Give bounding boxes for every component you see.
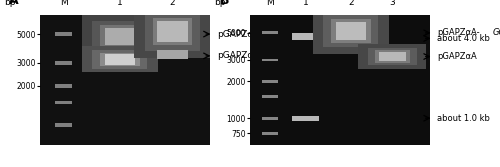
Bar — [262, 117, 278, 120]
Bar — [292, 33, 320, 40]
Text: B: B — [220, 0, 229, 7]
Text: 2: 2 — [348, 0, 354, 7]
Text: 1: 1 — [303, 0, 308, 7]
Bar — [134, 6, 211, 58]
Bar — [56, 101, 72, 104]
Bar — [92, 21, 148, 52]
Text: about 4.0 kb: about 4.0 kb — [437, 34, 490, 43]
Bar — [104, 28, 135, 45]
Bar — [312, 8, 389, 54]
Bar — [82, 15, 158, 58]
Bar — [56, 61, 72, 65]
Text: 1: 1 — [117, 0, 123, 7]
Bar — [262, 58, 278, 61]
Bar — [104, 54, 135, 64]
Bar — [158, 50, 188, 59]
Bar — [262, 95, 278, 98]
Text: GOD: GOD — [278, 30, 299, 39]
Text: bp: bp — [214, 0, 225, 7]
Bar — [82, 46, 158, 72]
Text: pGAPZαA-: pGAPZαA- — [217, 30, 262, 39]
Bar — [374, 50, 410, 63]
Text: pGAPZαA: pGAPZαA — [217, 51, 260, 60]
Text: 3: 3 — [390, 0, 395, 7]
Bar — [331, 19, 370, 43]
Bar — [292, 116, 320, 121]
Text: M: M — [60, 0, 68, 7]
Text: A: A — [10, 0, 19, 7]
Bar — [368, 48, 416, 65]
Bar — [262, 80, 278, 83]
Bar — [324, 14, 378, 47]
Bar — [100, 25, 140, 47]
Text: GOD: GOD — [493, 28, 500, 37]
Bar — [336, 22, 366, 40]
Text: M: M — [266, 0, 274, 7]
Bar — [92, 50, 148, 69]
Bar — [378, 52, 406, 61]
Text: about 1.0 kb: about 1.0 kb — [437, 114, 490, 123]
Bar — [152, 18, 192, 45]
Bar — [262, 132, 278, 135]
Bar — [56, 123, 72, 127]
Bar — [56, 84, 72, 88]
Text: pGAPZαA-: pGAPZαA- — [437, 28, 480, 37]
Bar — [145, 13, 200, 51]
Text: bp: bp — [4, 0, 15, 7]
Text: pGAPZαA: pGAPZαA — [437, 52, 477, 61]
Bar — [56, 32, 72, 36]
Bar — [100, 53, 140, 66]
Bar — [358, 44, 426, 69]
Bar — [262, 31, 278, 34]
Text: 2: 2 — [170, 0, 175, 7]
Bar — [158, 21, 188, 42]
